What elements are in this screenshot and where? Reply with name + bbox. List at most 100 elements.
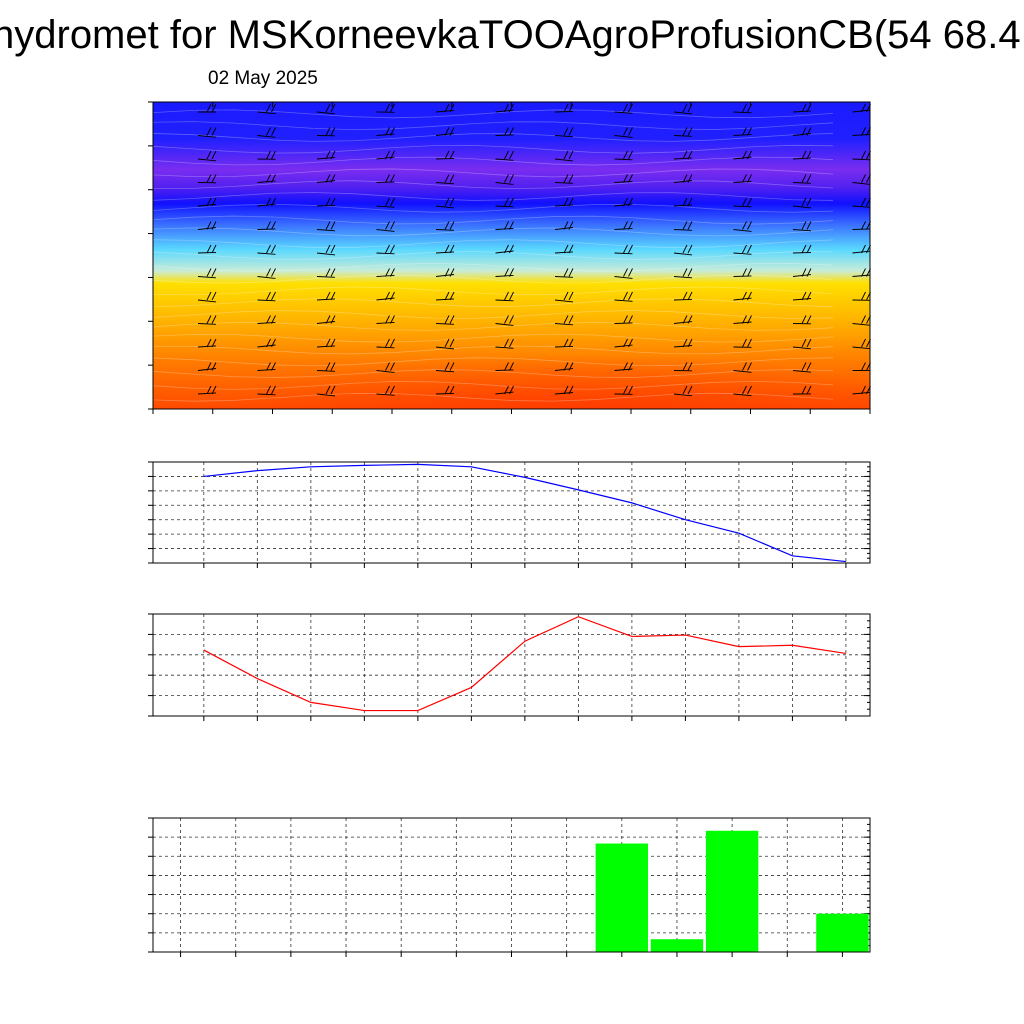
wind-barb-feather <box>449 174 455 183</box>
wind-barb-feather <box>206 174 212 183</box>
wind-barb-feather <box>806 315 812 324</box>
wind-barb-shaft <box>376 393 395 396</box>
wind-barb-feather <box>390 244 395 254</box>
wind-barb-feather <box>211 268 217 277</box>
wind-barb-feather <box>504 174 509 183</box>
precip-bar <box>650 939 704 952</box>
wind-barb-feather <box>861 221 866 230</box>
wind-barb-feather <box>687 127 693 136</box>
wind-barb-feather <box>206 103 212 113</box>
wind-barb-feather <box>206 291 212 301</box>
wind-barb-feather <box>682 197 688 207</box>
wind-barb-feather <box>742 338 747 348</box>
wind-barb-feather <box>385 291 390 301</box>
wind-barb-feather <box>742 174 747 183</box>
wind-barb-feather <box>444 244 450 254</box>
wind-barb-feather <box>325 174 331 183</box>
wind-barb-shaft <box>733 252 752 255</box>
wind-barb-feather <box>682 362 688 371</box>
wind-barb-feather <box>623 268 628 277</box>
wind-barb-shaft <box>792 346 812 350</box>
wind-barb-feather <box>682 244 688 254</box>
wind-barb-feather <box>628 221 633 230</box>
wind-barb-feather <box>266 174 271 183</box>
wind-barb-feather <box>623 291 628 301</box>
wind-barb-feather <box>806 127 812 136</box>
wind-barb-feather <box>563 338 569 348</box>
wind-barb-feather <box>449 338 455 348</box>
wind-barb-feather <box>266 291 271 301</box>
wind-barb-shaft <box>197 299 217 303</box>
wind-barb-feather <box>211 197 217 207</box>
wind-barb-feather <box>206 127 212 136</box>
wind-barb-feather <box>509 338 514 348</box>
wind-barb-shaft <box>554 158 574 162</box>
wind-barb-feather <box>266 103 271 113</box>
wind-barb-feather <box>211 221 217 230</box>
wind-barb-shaft <box>852 158 871 161</box>
plot-frame <box>152 817 871 953</box>
wind-barb-feather <box>682 268 688 277</box>
wind-barb-feather <box>568 127 574 136</box>
wind-barb-shaft <box>614 299 633 302</box>
wind-barb-feather <box>330 315 336 324</box>
wind-barb-feather <box>330 150 336 160</box>
contour-line <box>152 274 834 284</box>
wind-barb-shaft <box>495 346 514 349</box>
wind-barb-feather <box>266 315 271 324</box>
wind-barb-feather <box>330 338 336 348</box>
wind-barb-shaft <box>257 252 276 255</box>
contour-line <box>152 144 834 154</box>
wind-barb-feather <box>806 268 812 277</box>
wind-barb-feather <box>801 127 807 136</box>
wind-barb-feather <box>390 338 395 348</box>
wind-barb-feather <box>563 103 569 113</box>
wind-barb-shaft <box>257 276 276 279</box>
wind-barb-shaft <box>316 370 336 372</box>
wind-barb-feather <box>687 268 693 277</box>
wind-barb-feather <box>509 385 514 395</box>
wind-barb-feather <box>628 127 633 136</box>
wind-barb-feather <box>628 338 633 348</box>
wind-barb-feather <box>806 197 812 207</box>
wind-barb-shaft <box>435 229 455 231</box>
wind-barb-feather <box>504 197 509 207</box>
contour-line <box>152 180 834 190</box>
contour-line <box>152 333 834 343</box>
wind-barb-shaft <box>733 205 752 208</box>
wind-barb-shaft <box>852 346 871 350</box>
wind-barb-feather <box>385 103 390 113</box>
wind-barb-shaft <box>316 252 336 256</box>
wind-barb-feather <box>623 197 628 207</box>
wind-barb-feather <box>682 338 688 348</box>
wind-barb-feather <box>509 103 514 113</box>
wind-barb-feather <box>385 197 390 207</box>
wind-barb-shaft <box>614 276 633 279</box>
wind-barb-feather <box>390 197 395 207</box>
wind-barb-feather <box>747 197 752 207</box>
heatmap-contours <box>152 109 834 402</box>
wind-barb-shaft <box>197 158 217 162</box>
wind-barb-feather <box>271 221 276 230</box>
wind-barb-feather <box>861 150 866 160</box>
wind-barb-feather <box>330 291 336 301</box>
wind-barb-feather <box>628 362 633 371</box>
wind-barb-feather <box>271 315 276 324</box>
wind-barb-feather <box>568 174 574 183</box>
wind-barb-feather <box>628 103 633 113</box>
wind-barb-feather <box>509 244 514 254</box>
wind-barb-feather <box>628 244 633 254</box>
wind-barb-shaft <box>733 393 752 397</box>
wind-barb-feather <box>628 291 633 301</box>
wind-barb-shaft <box>614 135 633 138</box>
wind-barb-shaft <box>554 135 574 138</box>
wind-barb-feather <box>390 268 395 277</box>
wind-barb-feather <box>444 197 450 207</box>
wind-barb-feather <box>861 174 866 183</box>
wind-barb-feather <box>385 315 390 324</box>
wind-barb-feather <box>563 174 569 183</box>
wind-barb-feather <box>687 244 693 254</box>
wind-barb-feather <box>504 362 509 371</box>
wind-barb-feather <box>325 127 331 136</box>
wind-barb-feather <box>682 103 688 113</box>
